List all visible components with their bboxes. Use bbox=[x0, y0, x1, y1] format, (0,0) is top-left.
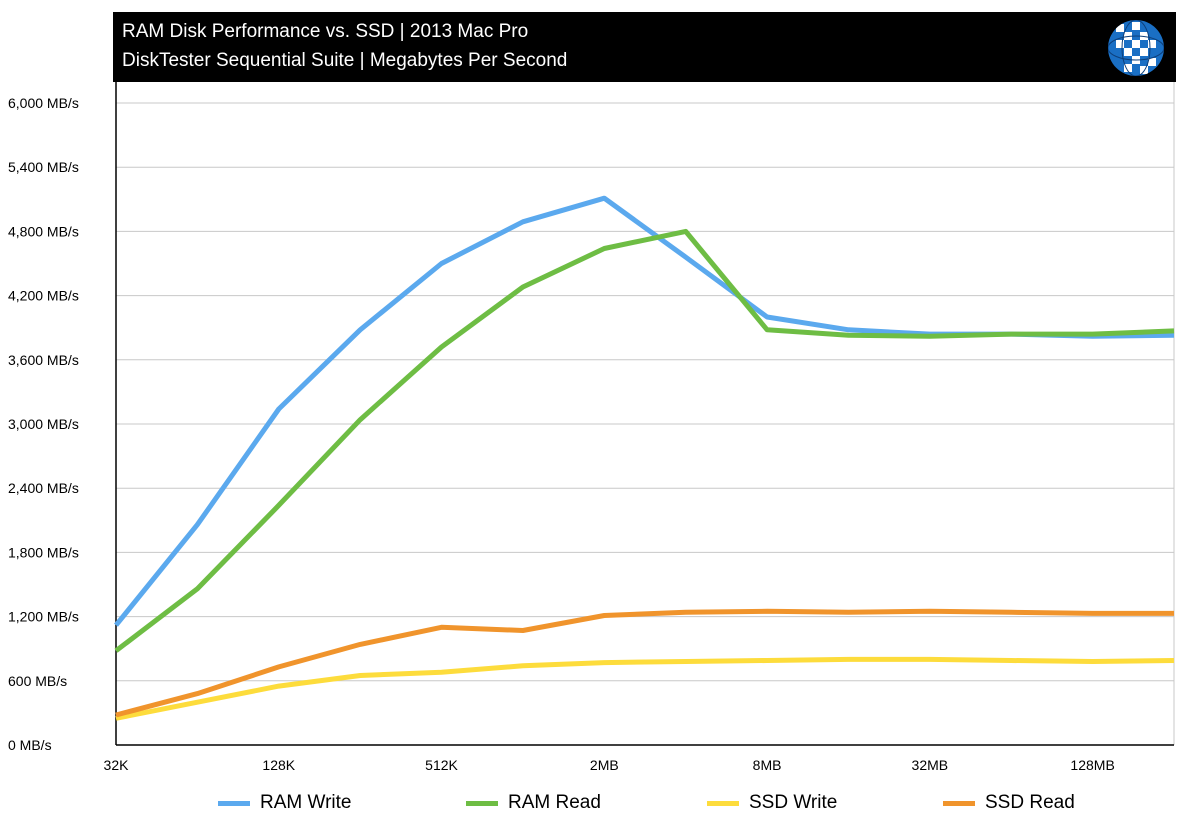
x-tick-label: 8MB bbox=[753, 757, 782, 773]
legend: RAM Write RAM Read SSD Write SSD Read bbox=[0, 791, 1190, 815]
series-lines bbox=[114, 195, 1175, 721]
legend-swatch-ssd-write bbox=[707, 800, 739, 806]
x-tick-label: 128K bbox=[262, 757, 295, 773]
y-tick-label: 0 MB/s bbox=[8, 737, 52, 753]
legend-swatch-ram-write bbox=[218, 800, 250, 806]
legend-label-ssd-write: SSD Write bbox=[749, 792, 838, 813]
legend-swatch-ssd-read bbox=[943, 800, 975, 806]
y-tick-label: 4,200 MB/s bbox=[8, 288, 79, 304]
legend-item-ram-read: RAM Read bbox=[466, 791, 601, 815]
y-tick-label: 5,400 MB/s bbox=[8, 159, 79, 175]
y-tick-label: 1,200 MB/s bbox=[8, 609, 79, 625]
axes bbox=[115, 82, 1175, 746]
title-bar: RAM Disk Performance vs. SSD | 2013 Mac … bbox=[113, 12, 1176, 82]
x-tick-label: 512K bbox=[425, 757, 458, 773]
series-line-ssd-write bbox=[115, 656, 1175, 721]
y-tick-label: 2,400 MB/s bbox=[8, 480, 79, 496]
legend-label-ssd-read: SSD Read bbox=[985, 792, 1075, 813]
x-tick-label: 32MB bbox=[912, 757, 949, 773]
y-tick-label: 3,600 MB/s bbox=[8, 352, 79, 368]
x-tick-label: 2MB bbox=[590, 757, 619, 773]
gridlines bbox=[116, 102, 1174, 682]
legend-label-ram-read: RAM Read bbox=[508, 792, 601, 813]
y-tick-labels: 0 MB/s 600 MB/s 1,200 MB/s 1,800 MB/s 2,400 … bbox=[8, 95, 79, 753]
y-tick-label: 600 MB/s bbox=[8, 673, 67, 689]
x-tick-label: 32K bbox=[104, 757, 130, 773]
y-tick-label: 3,000 MB/s bbox=[8, 416, 79, 432]
legend-label-ram-write: RAM Write bbox=[260, 792, 352, 813]
legend-item-ssd-write: SSD Write bbox=[707, 791, 837, 815]
legend-item-ram-write: RAM Write bbox=[218, 791, 351, 815]
chart-subtitle: DiskTester Sequential Suite | Megabytes … bbox=[122, 50, 568, 71]
legend-swatch-ram-read bbox=[466, 800, 498, 806]
x-tick-label: 128MB bbox=[1070, 757, 1114, 773]
y-tick-label: 4,800 MB/s bbox=[8, 223, 79, 239]
x-tick-labels: 32K 128K 512K 2MB 8MB 32MB 128MB bbox=[104, 757, 1115, 773]
chart-title: RAM Disk Performance vs. SSD | 2013 Mac … bbox=[122, 21, 529, 42]
series-line-ssd-read bbox=[115, 608, 1174, 718]
y-tick-label: 1,800 MB/s bbox=[8, 544, 79, 560]
globe-grid-icon bbox=[1108, 20, 1164, 76]
series-line-ram-read bbox=[114, 228, 1175, 653]
series-line-ram-write bbox=[114, 195, 1175, 627]
legend-item-ssd-read: SSD Read bbox=[943, 791, 1075, 815]
y-tick-label: 6,000 MB/s bbox=[8, 95, 79, 111]
